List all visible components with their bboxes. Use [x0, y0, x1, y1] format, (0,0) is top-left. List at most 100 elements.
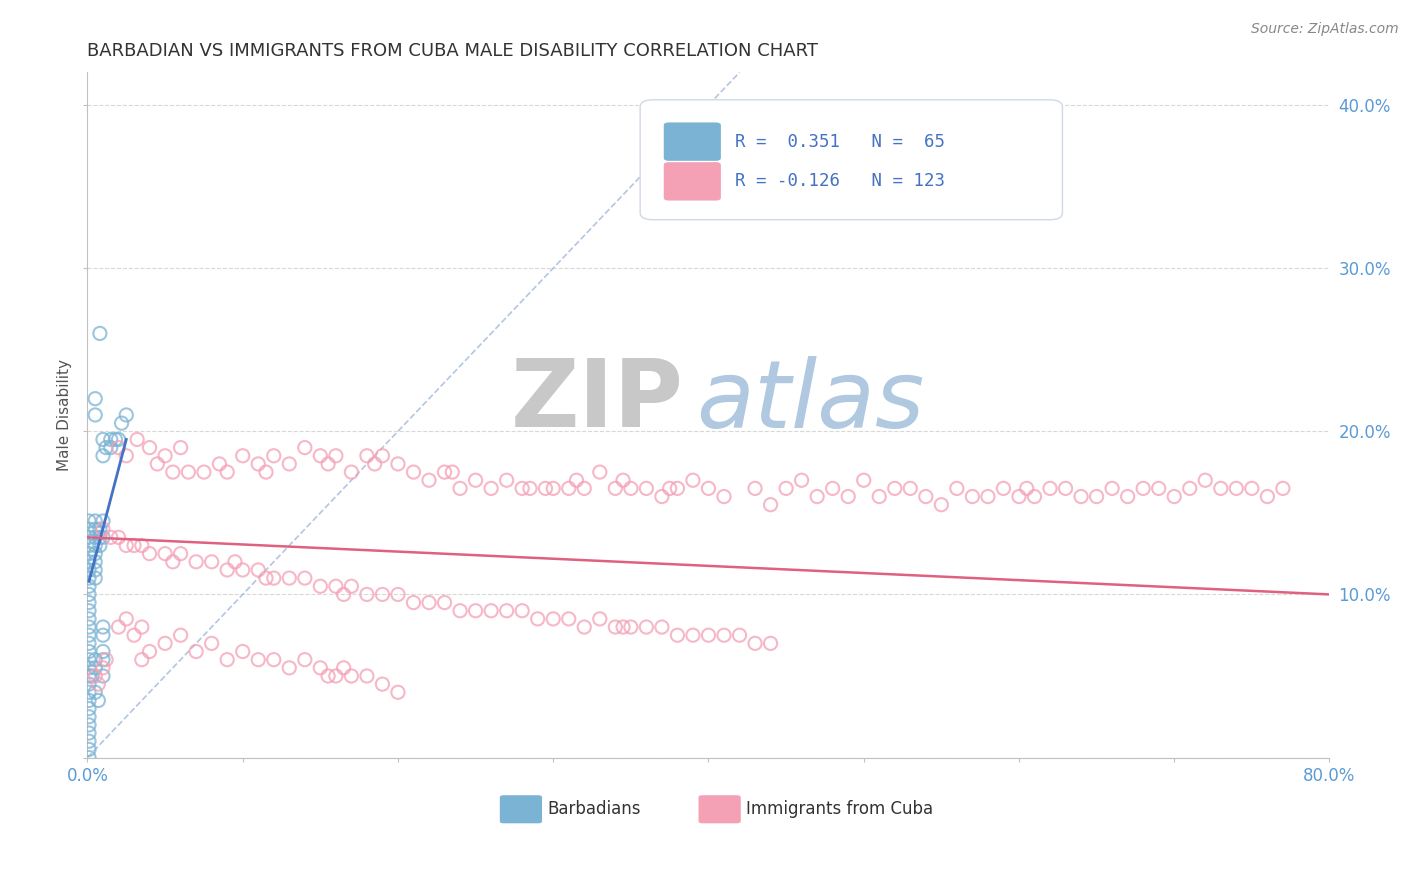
Point: [94, 441, 117, 455]
Text: R =  0.351   N =  65: R = 0.351 N = 65: [734, 133, 945, 151]
Point: [193, 465, 215, 479]
Point: [232, 449, 254, 463]
Point: [138, 547, 160, 561]
Point: [658, 482, 681, 496]
Point: [977, 490, 1000, 504]
Point: [914, 490, 936, 504]
Point: [541, 482, 564, 496]
Point: [94, 653, 117, 667]
Point: [651, 490, 673, 504]
Point: [84, 547, 107, 561]
Point: [201, 636, 224, 650]
Point: [713, 490, 735, 504]
Point: [91, 661, 114, 675]
Point: [356, 587, 378, 601]
Point: [77, 701, 100, 715]
Point: [697, 482, 720, 496]
Point: [162, 465, 184, 479]
Point: [309, 579, 332, 593]
Point: [232, 644, 254, 658]
Point: [1101, 482, 1123, 496]
Point: [122, 628, 145, 642]
Point: [91, 620, 114, 634]
Text: Source: ZipAtlas.com: Source: ZipAtlas.com: [1251, 22, 1399, 37]
Point: [371, 677, 394, 691]
Point: [91, 653, 114, 667]
Point: [89, 539, 111, 553]
Point: [82, 669, 104, 683]
Point: [91, 522, 114, 536]
Point: [479, 482, 502, 496]
Point: [254, 465, 277, 479]
Point: [387, 457, 409, 471]
Point: [418, 596, 440, 610]
Point: [84, 514, 107, 528]
Point: [744, 636, 766, 650]
Point: [325, 579, 347, 593]
Point: [962, 490, 984, 504]
Point: [115, 612, 138, 626]
Point: [278, 661, 301, 675]
Point: [534, 482, 557, 496]
Point: [84, 653, 107, 667]
Point: [84, 539, 107, 553]
Point: [1024, 490, 1046, 504]
Point: [418, 473, 440, 487]
Point: [169, 628, 191, 642]
Point: [89, 522, 111, 536]
Point: [340, 669, 363, 683]
Point: [993, 482, 1015, 496]
Point: [713, 628, 735, 642]
Point: [1008, 490, 1031, 504]
Point: [651, 620, 673, 634]
Point: [728, 628, 751, 642]
Point: [77, 612, 100, 626]
Point: [77, 539, 100, 553]
FancyBboxPatch shape: [664, 162, 721, 201]
Text: BARBADIAN VS IMMIGRANTS FROM CUBA MALE DISABILITY CORRELATION CHART: BARBADIAN VS IMMIGRANTS FROM CUBA MALE D…: [87, 42, 818, 60]
Point: [565, 473, 588, 487]
Point: [449, 482, 471, 496]
Point: [294, 571, 316, 585]
Point: [620, 620, 643, 634]
Point: [1225, 482, 1247, 496]
Point: [77, 644, 100, 658]
Point: [612, 473, 634, 487]
Point: [84, 522, 107, 536]
Point: [387, 587, 409, 601]
Point: [510, 604, 533, 618]
Point: [837, 490, 859, 504]
Y-axis label: Male Disability: Male Disability: [58, 359, 72, 471]
Point: [682, 628, 704, 642]
Point: [77, 555, 100, 569]
Point: [84, 563, 107, 577]
Point: [356, 669, 378, 683]
Point: [77, 587, 100, 601]
Point: [697, 628, 720, 642]
Point: [153, 449, 176, 463]
Point: [77, 596, 100, 610]
Point: [217, 465, 239, 479]
Point: [91, 433, 114, 447]
Point: [138, 441, 160, 455]
Point: [104, 433, 127, 447]
Point: [232, 563, 254, 577]
Point: [77, 669, 100, 683]
Point: [131, 620, 153, 634]
Point: [433, 465, 456, 479]
Point: [100, 433, 122, 447]
Point: [100, 441, 122, 455]
Point: [340, 465, 363, 479]
Point: [464, 473, 486, 487]
Point: [759, 498, 782, 512]
Point: [309, 449, 332, 463]
Point: [1132, 482, 1154, 496]
Point: [775, 482, 797, 496]
Point: [309, 661, 332, 675]
Point: [1209, 482, 1232, 496]
Point: [153, 636, 176, 650]
Point: [464, 604, 486, 618]
Point: [519, 482, 541, 496]
Point: [541, 612, 564, 626]
Point: [84, 530, 107, 544]
